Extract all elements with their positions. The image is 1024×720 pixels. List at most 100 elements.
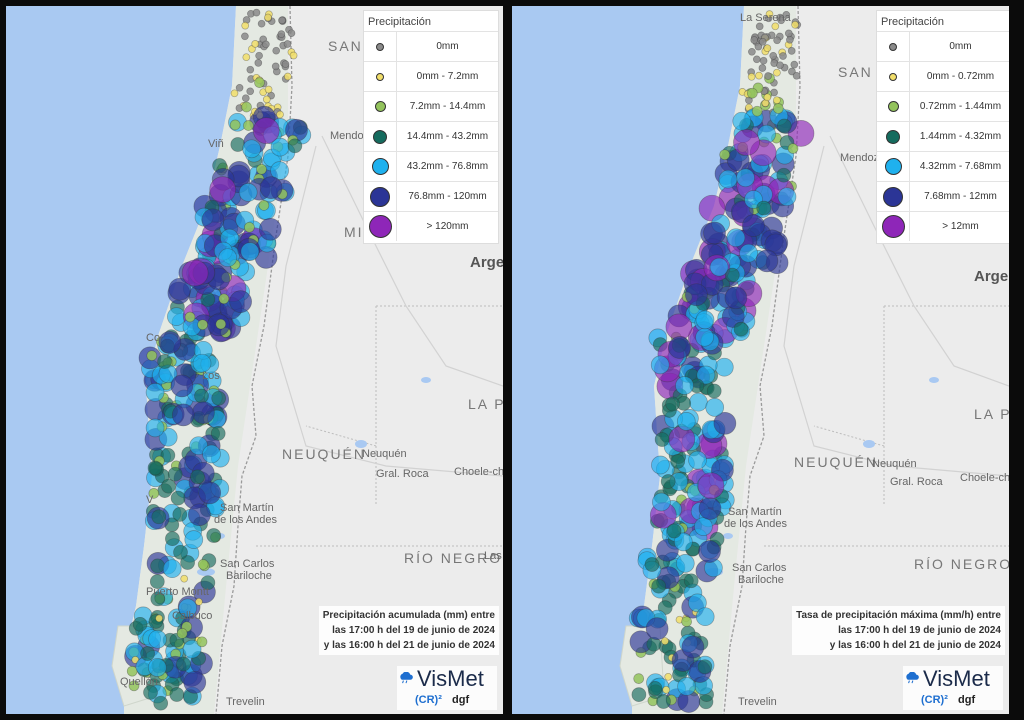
station-marker[interactable] [705, 398, 725, 417]
station-marker[interactable] [633, 673, 645, 684]
station-marker[interactable] [697, 659, 713, 675]
station-marker[interactable] [769, 51, 778, 60]
station-marker[interactable] [776, 118, 792, 134]
station-marker[interactable] [706, 383, 722, 399]
station-marker[interactable] [688, 593, 707, 613]
station-marker[interactable] [176, 656, 191, 672]
station-marker[interactable] [777, 16, 786, 25]
station-marker[interactable] [277, 30, 286, 38]
station-marker[interactable] [132, 616, 148, 632]
station-marker[interactable] [681, 635, 705, 659]
station-marker[interactable] [160, 447, 176, 463]
station-marker[interactable] [211, 390, 227, 406]
station-marker[interactable] [664, 672, 673, 681]
station-marker[interactable] [673, 532, 693, 552]
station-marker[interactable] [241, 21, 250, 30]
station-marker[interactable] [272, 46, 281, 55]
station-marker[interactable] [747, 72, 756, 81]
station-marker[interactable] [196, 636, 208, 648]
station-marker[interactable] [683, 573, 699, 589]
station-marker[interactable] [176, 628, 188, 639]
station-marker[interactable] [724, 286, 748, 310]
station-marker[interactable] [161, 478, 176, 494]
station-marker[interactable] [271, 62, 280, 71]
station-marker[interactable] [787, 47, 796, 55]
station-marker[interactable] [732, 111, 752, 131]
station-marker[interactable] [758, 37, 767, 46]
station-marker[interactable] [178, 598, 198, 618]
station-marker[interactable] [733, 321, 749, 337]
station-marker[interactable] [287, 138, 303, 154]
station-marker[interactable] [230, 89, 239, 98]
station-marker[interactable] [183, 670, 207, 694]
station-marker[interactable] [148, 488, 160, 499]
station-marker[interactable] [651, 578, 667, 594]
station-marker[interactable] [264, 13, 272, 22]
station-marker[interactable] [719, 149, 731, 161]
station-marker[interactable] [697, 472, 725, 500]
station-marker[interactable] [644, 557, 660, 572]
station-marker[interactable] [168, 277, 192, 301]
station-marker[interactable] [755, 22, 764, 31]
station-marker[interactable] [146, 350, 158, 361]
station-marker[interactable] [685, 283, 708, 307]
station-marker[interactable] [254, 59, 263, 67]
station-marker[interactable] [197, 559, 209, 570]
station-marker[interactable] [254, 77, 265, 88]
station-marker[interactable] [662, 685, 671, 694]
station-marker[interactable] [251, 40, 260, 48]
station-marker[interactable] [158, 330, 182, 354]
station-marker[interactable] [772, 103, 784, 114]
station-marker[interactable] [289, 51, 298, 60]
station-marker[interactable] [709, 257, 729, 277]
station-marker[interactable] [257, 19, 266, 28]
station-marker[interactable] [162, 559, 182, 579]
station-marker[interactable] [189, 436, 208, 456]
station-marker[interactable] [147, 658, 167, 677]
station-marker[interactable] [184, 311, 196, 323]
station-marker[interactable] [188, 503, 211, 527]
station-marker[interactable] [240, 242, 260, 261]
station-marker[interactable] [652, 492, 671, 512]
station-marker[interactable] [241, 94, 250, 103]
station-marker[interactable] [776, 61, 784, 70]
station-marker[interactable] [681, 616, 692, 627]
station-marker[interactable] [229, 119, 241, 131]
station-marker[interactable] [241, 32, 249, 41]
station-marker[interactable] [696, 365, 716, 385]
station-marker[interactable] [666, 523, 682, 539]
station-marker[interactable] [197, 319, 208, 331]
station-marker[interactable] [270, 161, 289, 180]
station-marker[interactable] [281, 60, 290, 69]
station-marker[interactable] [677, 677, 696, 696]
station-marker[interactable] [724, 267, 740, 283]
station-marker[interactable] [654, 432, 670, 447]
station-marker[interactable] [713, 411, 737, 435]
station-marker[interactable] [150, 591, 166, 607]
station-marker[interactable] [170, 374, 194, 398]
station-marker[interactable] [287, 29, 296, 38]
station-marker[interactable] [155, 614, 163, 623]
station-marker[interactable] [771, 22, 780, 31]
station-marker[interactable] [145, 418, 165, 438]
station-marker[interactable] [149, 574, 165, 589]
station-marker[interactable] [698, 497, 722, 520]
station-marker[interactable] [695, 310, 715, 330]
station-marker[interactable] [158, 427, 178, 447]
station-marker[interactable] [167, 466, 183, 482]
station-marker[interactable] [218, 293, 230, 305]
station-marker[interactable] [714, 357, 734, 377]
station-marker[interactable] [195, 597, 203, 606]
station-marker[interactable] [763, 93, 772, 102]
station-marker[interactable] [718, 169, 738, 189]
station-marker[interactable] [278, 16, 286, 25]
station-marker[interactable] [181, 259, 209, 287]
station-marker[interactable] [698, 540, 721, 563]
station-marker[interactable] [283, 72, 292, 81]
station-marker[interactable] [262, 40, 270, 49]
station-marker[interactable] [255, 51, 263, 60]
station-marker[interactable] [765, 10, 774, 18]
station-marker[interactable] [792, 71, 801, 80]
station-marker[interactable] [782, 10, 791, 19]
station-marker[interactable] [650, 355, 670, 375]
